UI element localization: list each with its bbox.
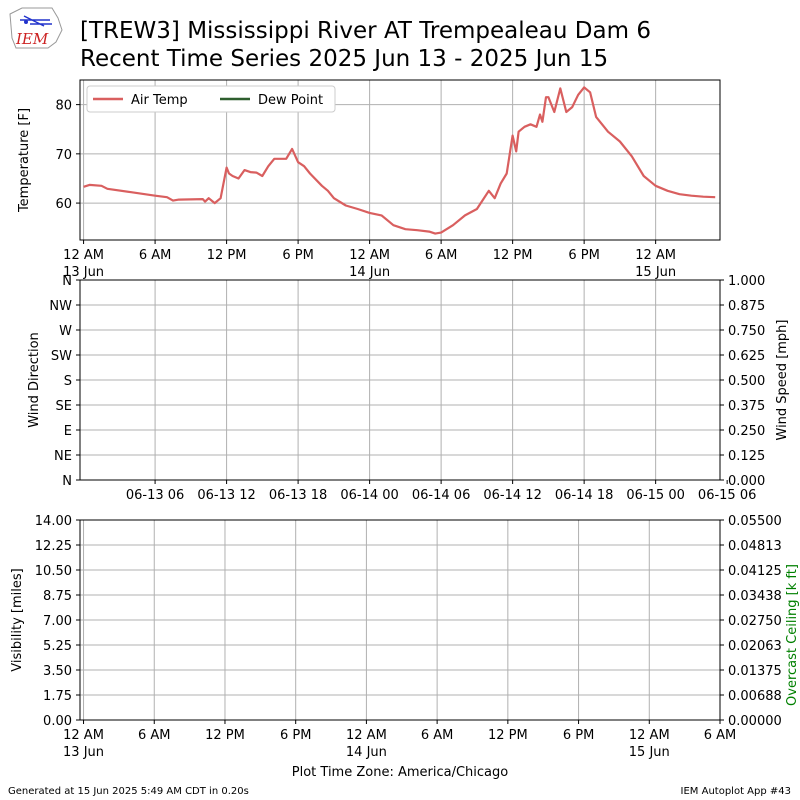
temp-x-tick-label: 6 PM	[568, 248, 599, 263]
wind-speed-tick-label: 0.250	[728, 424, 765, 439]
ceiling-tick-label: 0.05500	[728, 514, 782, 529]
wind-dir-tick-label: S	[64, 374, 72, 389]
wind-x-tick-label: 06-13 06	[126, 488, 184, 503]
vis-tick-label: 10.50	[35, 564, 72, 579]
title-line-2: Recent Time Series 2025 Jun 13 - 2025 Ju…	[80, 46, 608, 72]
temp-x-tick-label: 12 AM	[349, 248, 390, 263]
wind-speed-tick-label: 0.750	[728, 324, 765, 339]
vis-x-tick-label: 12 AM	[63, 728, 104, 743]
wind-dir-tick-label: NE	[54, 449, 72, 464]
ceiling-tick-label: 0.04813	[728, 539, 782, 554]
vis-tick-label: 14.00	[35, 514, 72, 529]
iem-logo: IEM	[9, 7, 63, 49]
wind-speed-tick-label: 0.500	[728, 374, 765, 389]
app-label: IEM Autoplot App #43	[681, 786, 791, 797]
wind-speed-tick-label: 0.000	[728, 474, 765, 489]
temp-x-tick-label: 12 PM	[207, 248, 247, 263]
temp-x-tick-label: 6 PM	[282, 248, 313, 263]
wind-plot-frame	[79, 279, 721, 481]
ceiling-tick-label: 0.02750	[728, 614, 782, 629]
wind-x-tick-label: 06-14 00	[340, 488, 398, 503]
wind-dir-tick-label: N	[62, 274, 72, 289]
title-line-1: [TREW3] Mississippi River AT Trempealeau…	[80, 18, 651, 44]
timezone-label: Plot Time Zone: America/Chicago	[292, 765, 508, 780]
iowa-outline-icon	[9, 7, 63, 49]
ceiling-tick-label: 0.04125	[728, 564, 782, 579]
ceiling-axis-label: Overcast Ceiling [k ft]	[785, 564, 800, 706]
ceiling-tick-label: 0.03438	[728, 589, 782, 604]
visibility-axis-label: Visibility [miles]	[10, 568, 25, 671]
vis-x-tick-label: 12 AM	[346, 728, 387, 743]
temp-plot-frame	[79, 79, 721, 241]
vis-tick-label: 12.25	[35, 539, 72, 554]
vis-x-tick-label: 6 AM	[704, 728, 737, 743]
wind-x-tick-label: 06-14 06	[412, 488, 470, 503]
vis-tick-label: 8.75	[43, 589, 72, 604]
temp-y-axis-label: Temperature [F]	[17, 108, 32, 213]
temp-x-tick-label: 12 AM	[63, 248, 104, 263]
vis-tick-label: 1.75	[43, 689, 72, 704]
wind-x-tick-label: 06-14 18	[555, 488, 613, 503]
vis-x-tick-label: 6 PM	[280, 728, 311, 743]
ceiling-tick-label: 0.01375	[728, 664, 782, 679]
vis-x-tick-label: 12 AM	[629, 728, 670, 743]
temp-legend-box	[86, 85, 336, 113]
legend-dew-point-label: Dew Point	[258, 93, 323, 108]
air-temp-line	[83, 86, 716, 235]
temp-x-tick-label: 6 AM	[139, 248, 172, 263]
vis-tick-label: 0.00	[43, 714, 72, 729]
vis-x-tick-label: 6 AM	[138, 728, 171, 743]
temp-x-tick-label: 12 AM	[635, 248, 676, 263]
wind-speed-tick-label: 0.625	[728, 349, 765, 364]
vis-tick-label: 7.00	[43, 614, 72, 629]
wind-speed-tick-label: 0.375	[728, 399, 765, 414]
wind-dir-tick-label: E	[64, 424, 72, 439]
temp-x-tick-date: 14 Jun	[349, 265, 390, 280]
vis-x-tick-date: 15 Jun	[629, 745, 670, 760]
wind-dir-tick-label: NW	[49, 299, 72, 314]
legend-air-temp-label: Air Temp	[131, 93, 188, 108]
wind-dir-tick-label: SW	[51, 349, 72, 364]
vis-tick-label: 5.25	[43, 639, 72, 654]
wind-speed-tick-label: 1.000	[728, 274, 765, 289]
vis-x-tick-label: 6 AM	[421, 728, 454, 743]
temp-x-tick-date: 13 Jun	[63, 265, 104, 280]
wind-speed-axis-label: Wind Speed [mph]	[775, 320, 790, 441]
temp-x-tick-label: 12 PM	[493, 248, 533, 263]
temp-y-tick-label: 70	[55, 148, 72, 163]
ceiling-tick-label: 0.00688	[728, 689, 782, 704]
temp-y-tick-label: 80	[55, 99, 72, 114]
logo-text: IEM	[15, 30, 49, 48]
temp-x-tick-date: 15 Jun	[635, 265, 676, 280]
wind-x-tick-label: 06-13 12	[197, 488, 255, 503]
wind-speed-tick-label: 0.125	[728, 449, 765, 464]
wind-dir-tick-label: N	[62, 474, 72, 489]
temp-y-tick-label: 60	[55, 197, 72, 212]
ceiling-tick-label: 0.02063	[728, 639, 782, 654]
network-lines-icon	[20, 15, 52, 27]
vis-plot-frame	[79, 519, 721, 721]
wind-speed-tick-label: 0.875	[728, 299, 765, 314]
station-dot-icon	[24, 20, 28, 24]
wind-x-tick-label: 06-15 06	[698, 488, 756, 503]
vis-x-tick-label: 6 PM	[563, 728, 594, 743]
wind-dir-tick-label: SE	[56, 399, 72, 414]
ceiling-tick-label: 0.00000	[728, 714, 782, 729]
vis-x-tick-date: 13 Jun	[63, 745, 104, 760]
wind-x-tick-label: 06-14 12	[483, 488, 541, 503]
vis-tick-label: 3.50	[43, 664, 72, 679]
wind-x-tick-label: 06-13 18	[269, 488, 327, 503]
vis-x-tick-label: 12 PM	[205, 728, 245, 743]
temp-x-tick-label: 6 AM	[425, 248, 458, 263]
wind-dir-tick-label: W	[59, 324, 72, 339]
generated-note: Generated at 15 Jun 2025 5:49 AM CDT in …	[8, 786, 249, 797]
wind-dir-axis-label: Wind Direction	[27, 332, 42, 428]
vis-x-tick-label: 12 PM	[488, 728, 528, 743]
wind-x-tick-label: 06-15 00	[626, 488, 684, 503]
vis-x-tick-date: 14 Jun	[346, 745, 387, 760]
